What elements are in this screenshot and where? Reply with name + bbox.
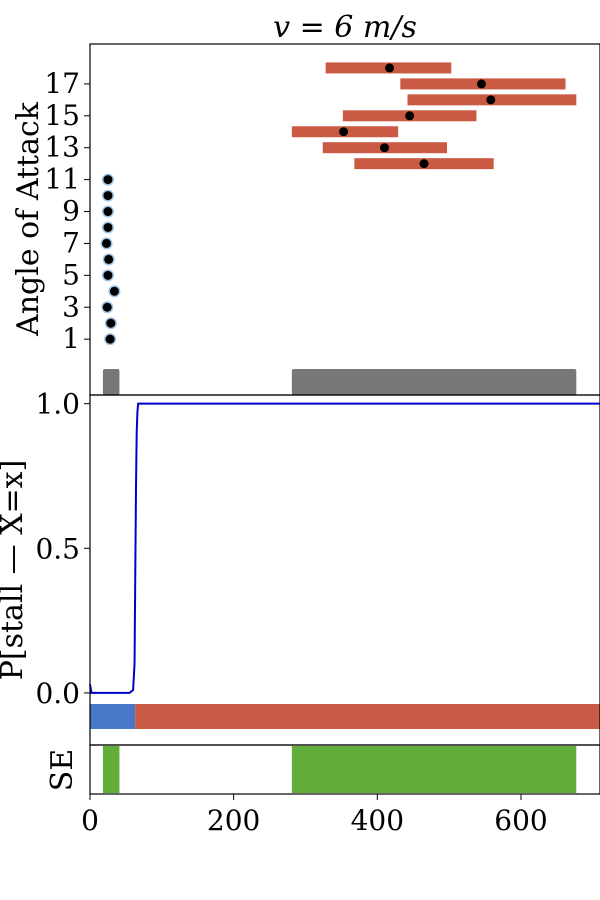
data-point	[103, 175, 113, 185]
data-point	[103, 207, 113, 217]
chart-title: v = 6 m/s	[273, 10, 417, 45]
data-point	[102, 238, 112, 248]
data-point	[104, 254, 114, 264]
data-point	[109, 286, 119, 296]
class-band	[90, 704, 136, 729]
y-tick-label: 17	[44, 67, 80, 100]
data-point	[105, 334, 115, 344]
x-tick-label: 0	[81, 804, 99, 837]
stall-probability-axis-label: P[stall — X=x]	[0, 460, 30, 681]
y-tick-label: 0.0	[35, 677, 80, 710]
y-tick-label: 15	[44, 99, 80, 132]
y-tick-label: 1	[62, 322, 80, 355]
data-point	[103, 191, 113, 201]
interval-point	[385, 63, 395, 73]
class-band	[135, 704, 600, 729]
interval-point	[380, 143, 390, 153]
interval-point	[419, 159, 429, 169]
data-point	[103, 270, 113, 280]
y-tick-label: 7	[62, 226, 80, 259]
y-tick-label: 13	[44, 131, 80, 164]
data-point	[106, 318, 116, 328]
y-tick-label: 9	[62, 195, 80, 228]
stall-probability-line	[89, 402, 600, 694]
interval-point	[476, 79, 486, 89]
shaded-region	[291, 369, 577, 395]
y-tick-label: 5	[62, 258, 80, 291]
stall-probability-frame	[89, 394, 600, 746]
se-axis-label: SE	[45, 749, 80, 791]
x-tick-label: 400	[351, 804, 404, 837]
angle-of-attack-axis-label: Angle of Attack	[11, 101, 46, 337]
y-tick-label: 3	[62, 290, 80, 323]
x-tick-label: 200	[207, 804, 260, 837]
shaded-region	[102, 369, 120, 395]
y-tick-label: 11	[44, 163, 80, 196]
se-panel: 0 200 400 600 SE	[45, 744, 600, 837]
interval-point	[339, 127, 349, 137]
data-point	[103, 222, 113, 232]
stall-probability-panel: 0.0 0.5 1.0 P[stall — X=x]	[0, 388, 600, 746]
se-region	[102, 746, 120, 793]
x-tick-label: 600	[494, 804, 547, 837]
y-tick-label: 1.0	[35, 388, 80, 421]
data-point	[102, 302, 112, 312]
se-frame	[89, 744, 600, 795]
interval-point	[486, 95, 496, 105]
y-tick-label: 0.5	[35, 532, 80, 565]
interval-point	[405, 111, 415, 121]
se-region	[291, 746, 577, 793]
